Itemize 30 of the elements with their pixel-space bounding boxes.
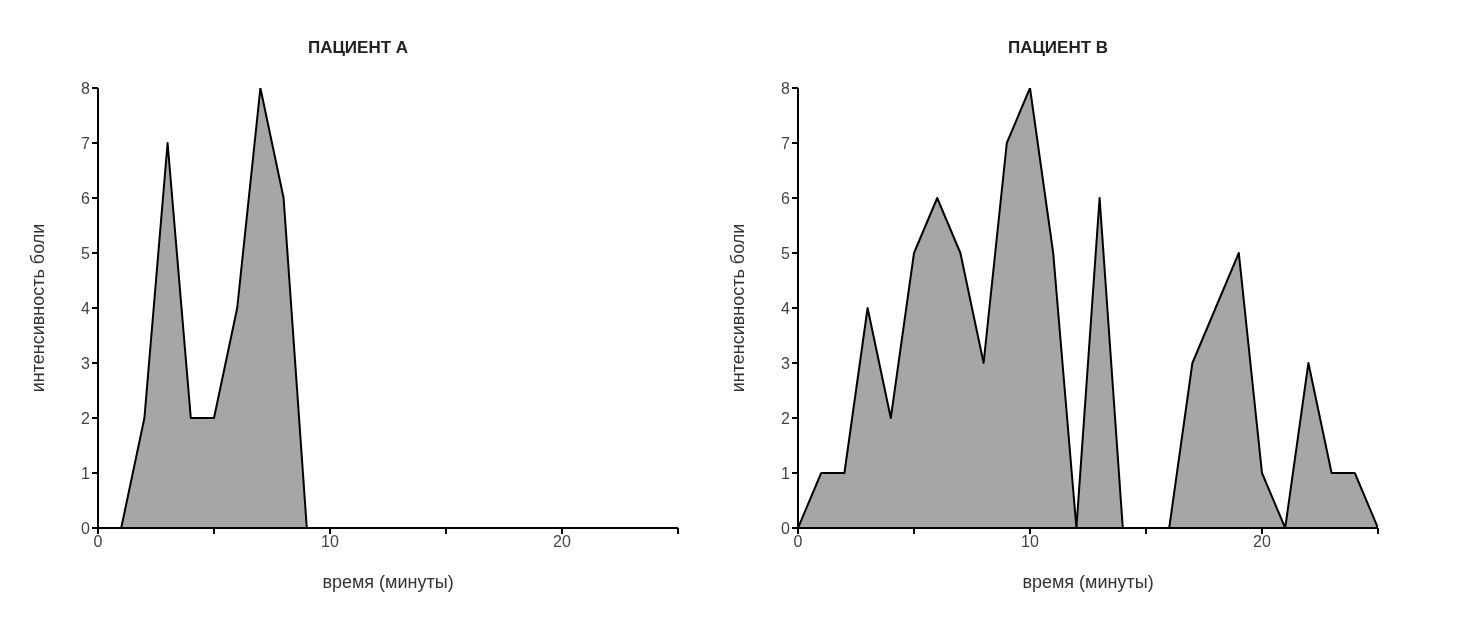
y-tick-label: 5	[781, 244, 791, 262]
y-tick-label: 2	[781, 409, 791, 427]
y-tick-label: 7	[81, 134, 91, 152]
y-tick-label: 0	[81, 519, 91, 537]
y-tick-label: 3	[781, 354, 791, 372]
y-tick-label: 2	[81, 409, 91, 427]
x-tick-label: 20	[1253, 533, 1271, 551]
y-tick-label: 1	[781, 464, 791, 482]
y-tick-label: 6	[781, 189, 791, 207]
y-axis-title: интенсивность боли	[728, 223, 749, 393]
x-tick-label: 20	[553, 533, 571, 551]
x-tick-label: 10	[321, 533, 339, 551]
y-tick-label: 4	[781, 299, 791, 317]
y-tick-label: 3	[81, 354, 91, 372]
y-axis-title: интенсивность боли	[28, 223, 49, 393]
y-tick-label: 4	[81, 299, 91, 317]
y-tick-label: 5	[81, 244, 91, 262]
y-tick-label: 6	[81, 189, 91, 207]
x-tick-label: 0	[93, 533, 103, 551]
x-tick-label: 0	[793, 533, 803, 551]
chart-title: ПАЦИЕНТ В	[1006, 38, 1110, 59]
y-tick-label: 7	[781, 134, 791, 152]
y-tick-label: 1	[81, 464, 91, 482]
y-tick-label: 8	[781, 79, 791, 97]
x-axis-title: время (минуты)	[322, 572, 454, 592]
y-tick-label: 0	[781, 519, 791, 537]
y-tick-label: 8	[81, 79, 91, 97]
chart-title: ПАЦИЕНТ А	[306, 38, 410, 59]
x-axis-title: время (минуты)	[1022, 572, 1154, 592]
x-tick-label: 10	[1021, 533, 1039, 551]
